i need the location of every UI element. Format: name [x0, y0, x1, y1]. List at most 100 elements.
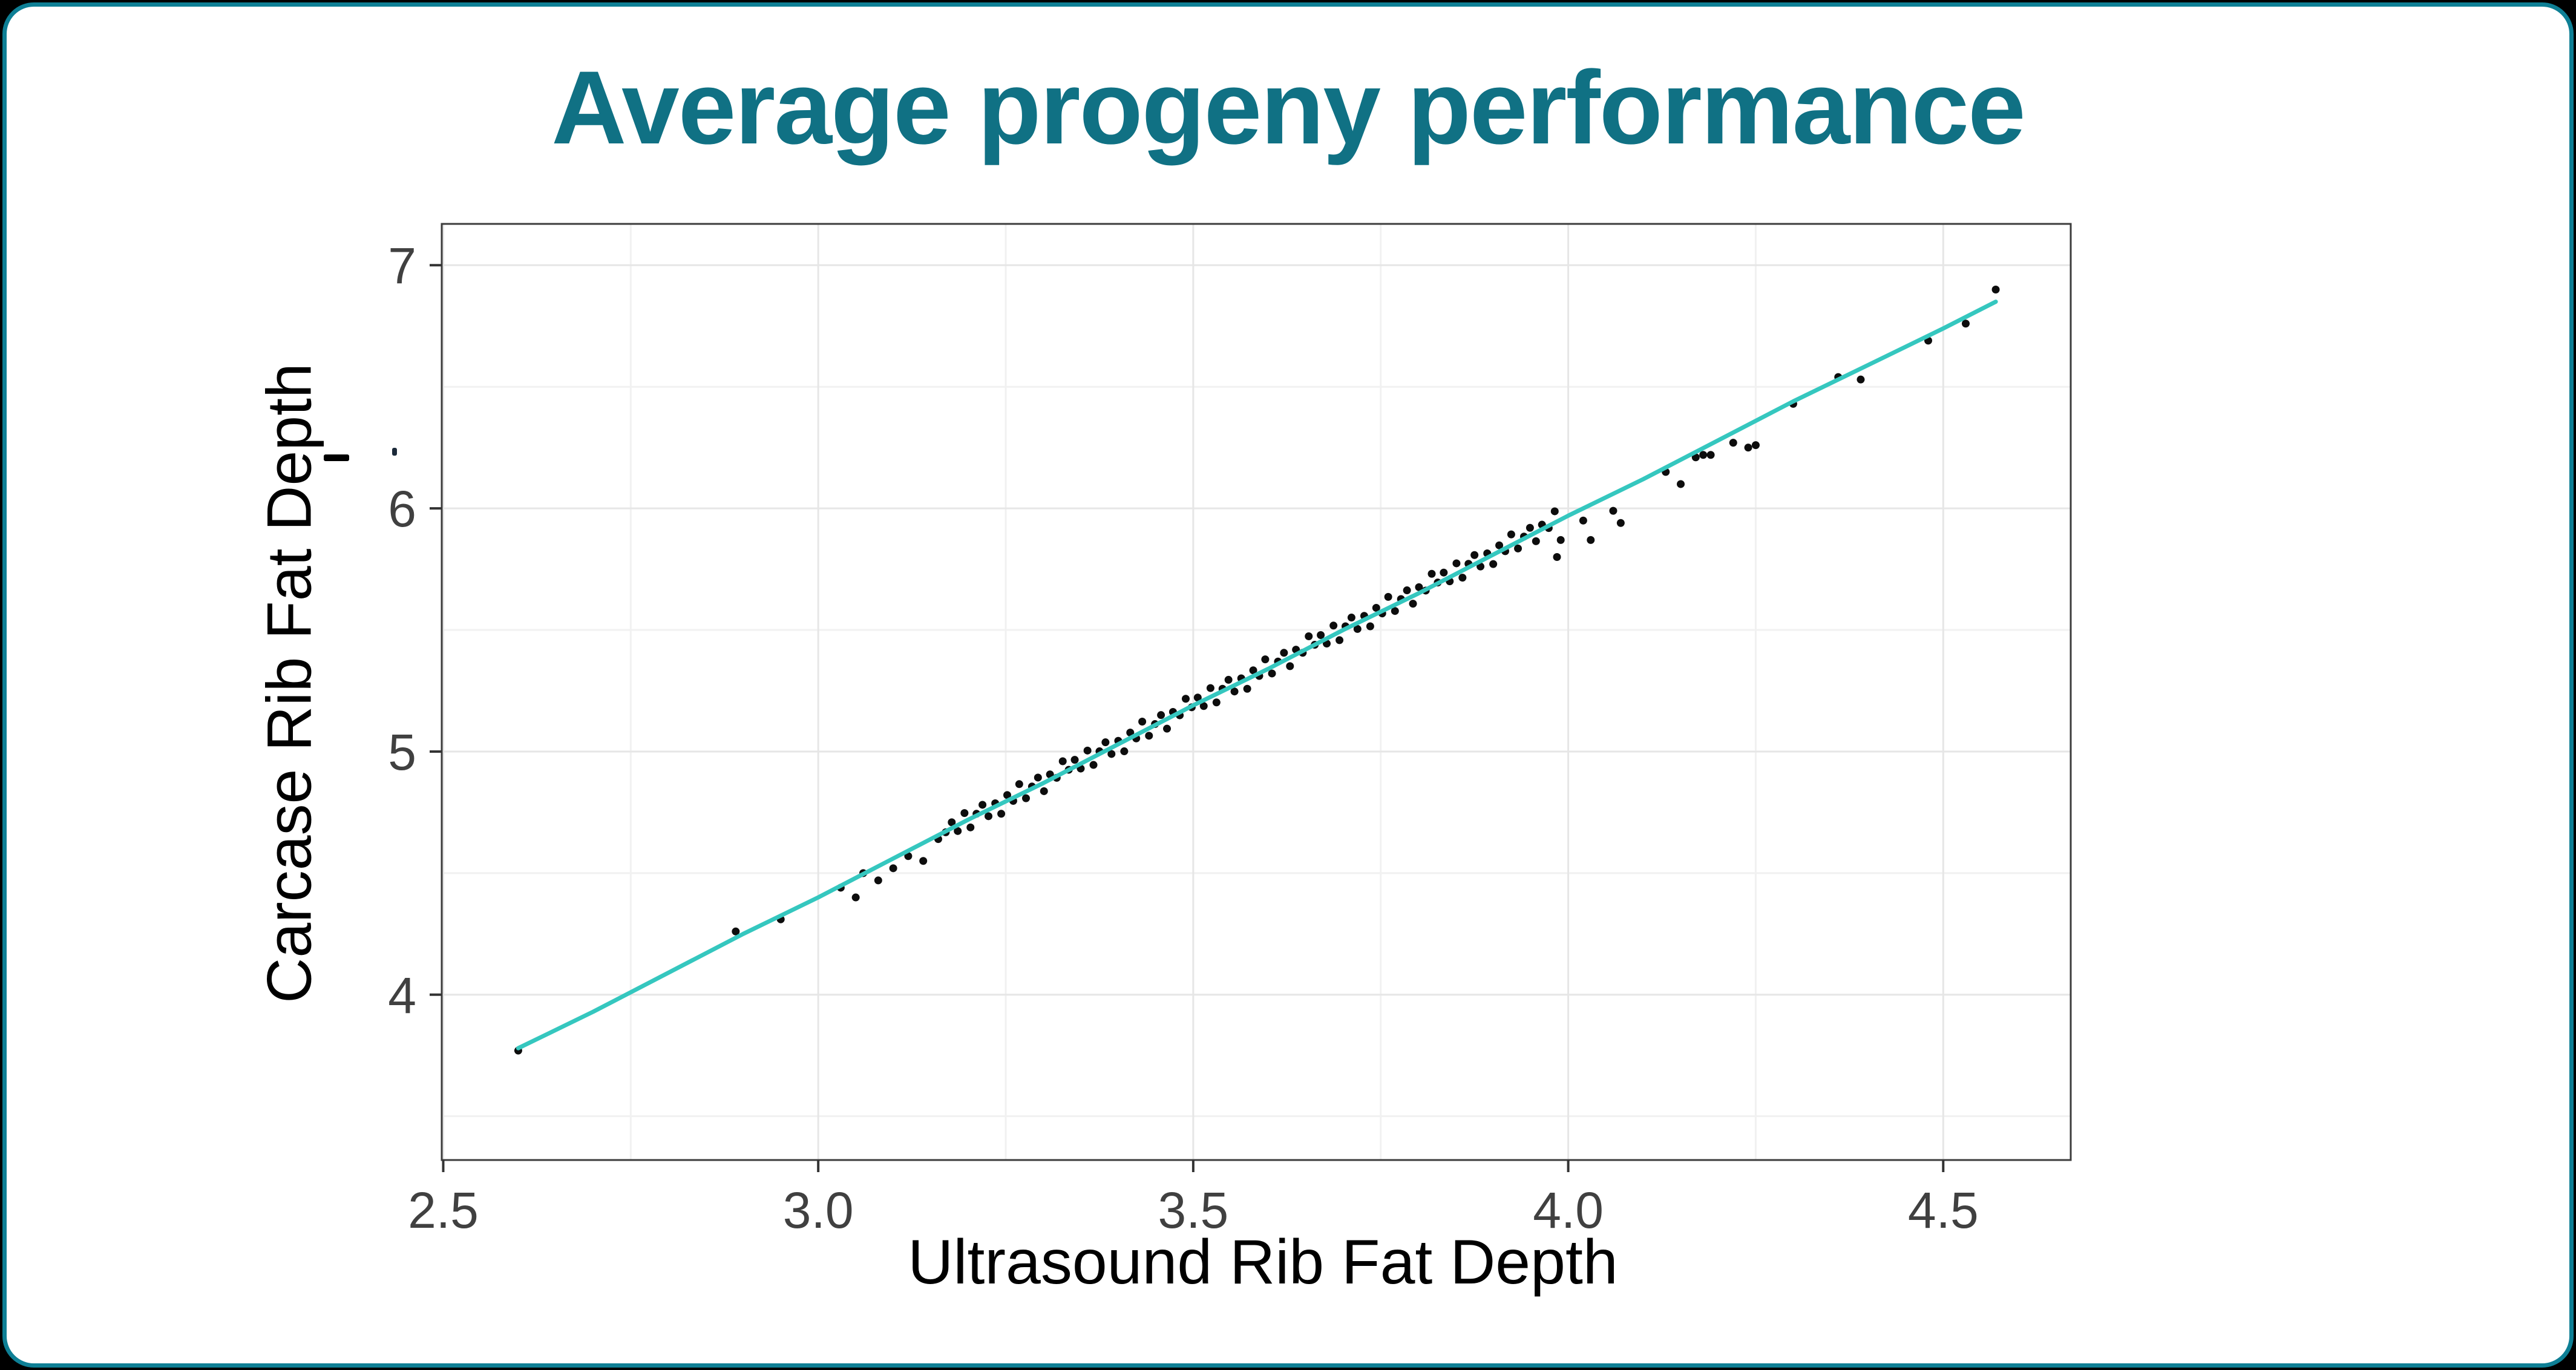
data-point — [732, 927, 740, 936]
data-point — [1199, 702, 1208, 710]
data-point — [1268, 669, 1276, 678]
data-point — [1286, 662, 1294, 670]
data-point — [966, 823, 975, 831]
data-point — [1280, 649, 1288, 657]
data-point — [1526, 523, 1534, 532]
data-point — [1126, 729, 1135, 737]
x-tick-label: 4.0 — [1533, 1182, 1604, 1239]
stray-mark-speck — [392, 448, 397, 456]
data-point — [1427, 569, 1436, 578]
data-point — [1409, 600, 1417, 608]
data-point — [1336, 636, 1344, 644]
y-tick-label: 7 — [388, 237, 416, 294]
y-tick-label: 5 — [388, 724, 416, 781]
x-axis-title: Ultrasound Rib Fat Depth — [908, 1227, 1618, 1297]
data-point — [1372, 603, 1380, 612]
data-point — [1243, 684, 1251, 693]
data-point — [1034, 773, 1042, 782]
data-point — [1083, 746, 1092, 755]
data-point — [1206, 684, 1214, 692]
data-point — [948, 818, 956, 827]
data-point — [1107, 750, 1116, 758]
data-point — [1305, 632, 1313, 640]
data-point — [1230, 687, 1239, 696]
data-point — [1022, 794, 1031, 802]
data-point — [889, 864, 897, 873]
data-point — [978, 801, 987, 809]
data-point — [1403, 586, 1411, 595]
data-point — [1550, 507, 1559, 516]
data-point — [1163, 724, 1172, 733]
data-point — [1495, 541, 1504, 549]
data-point — [1677, 480, 1685, 488]
data-point — [874, 876, 882, 885]
data-point — [985, 812, 993, 821]
data-point — [1706, 451, 1715, 459]
data-point — [1317, 631, 1325, 639]
data-point — [1452, 559, 1461, 568]
data-point — [1193, 693, 1202, 702]
data-point — [1699, 451, 1708, 459]
data-point — [1040, 787, 1048, 795]
data-point — [1070, 756, 1079, 764]
data-point — [1089, 761, 1098, 769]
data-point — [1744, 444, 1752, 452]
data-point — [851, 893, 860, 902]
trend-line — [516, 300, 1998, 1050]
panel-border — [441, 223, 2072, 1161]
data-point — [919, 857, 928, 865]
x-tick-label: 3.0 — [783, 1182, 854, 1239]
y-tick-label: 6 — [388, 480, 416, 537]
chart-title: Average progeny performance — [551, 50, 2025, 166]
data-point — [1212, 698, 1221, 707]
data-point — [1347, 614, 1355, 622]
data-point — [1366, 622, 1374, 631]
data-point — [1991, 285, 2000, 293]
data-point — [997, 810, 1006, 818]
data-point — [1514, 544, 1522, 552]
stray-mark-dash — [324, 454, 349, 461]
data-point — [1532, 537, 1540, 545]
data-point — [1440, 568, 1448, 577]
data-point — [1587, 536, 1595, 544]
y-tick-label: 4 — [388, 967, 416, 1024]
data-point — [1181, 695, 1190, 703]
data-point — [1329, 621, 1338, 630]
data-point — [1120, 747, 1129, 756]
data-point — [1384, 592, 1392, 601]
data-point — [1353, 624, 1362, 633]
data-point — [1616, 519, 1625, 527]
data-point — [1003, 791, 1012, 799]
data-point — [904, 852, 913, 860]
x-tick-label: 3.5 — [1158, 1182, 1228, 1239]
data-point — [1729, 439, 1737, 447]
data-point — [1145, 732, 1153, 740]
data-point — [954, 827, 962, 835]
data-point — [1101, 738, 1110, 747]
x-tick-label: 4.5 — [1908, 1182, 1979, 1239]
x-tick-label: 2.5 — [408, 1182, 479, 1239]
data-point — [1224, 675, 1233, 684]
data-point — [1751, 441, 1760, 450]
data-point — [1507, 530, 1515, 539]
data-point — [1553, 552, 1561, 561]
data-point — [960, 809, 969, 818]
data-point — [1458, 574, 1467, 582]
data-point — [1015, 780, 1023, 788]
data-point — [1415, 583, 1423, 591]
data-point — [1961, 320, 1970, 328]
data-point — [1470, 551, 1479, 559]
data-point — [1157, 711, 1165, 719]
data-point — [1249, 666, 1257, 675]
data-point — [1058, 757, 1067, 765]
data-point — [1556, 536, 1565, 544]
data-point — [1261, 655, 1270, 664]
data-point — [1609, 506, 1617, 515]
data-point — [1579, 516, 1587, 525]
data-point — [1857, 375, 1865, 384]
data-point — [1489, 560, 1498, 568]
data-point — [1391, 607, 1399, 615]
data-point — [1138, 718, 1147, 726]
